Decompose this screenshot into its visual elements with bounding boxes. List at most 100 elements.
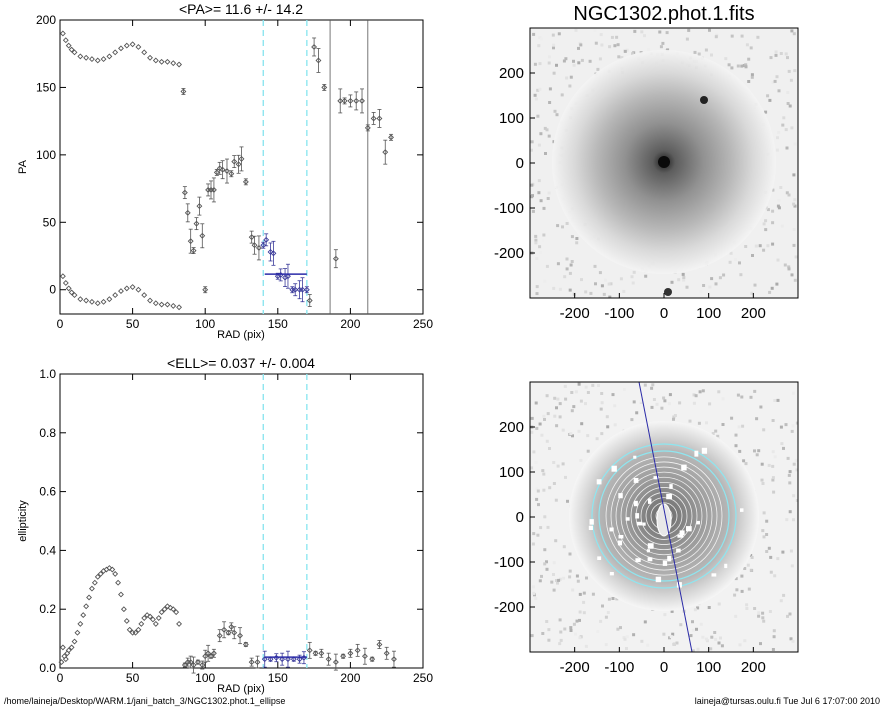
galaxy-image [530, 28, 798, 298]
data-point [152, 300, 159, 307]
data-point [86, 594, 92, 601]
data-point [112, 49, 119, 56]
data-point [176, 304, 183, 311]
data-point [254, 659, 261, 666]
data-point [311, 44, 318, 50]
data-point [59, 273, 66, 280]
data-point [190, 662, 197, 668]
data-point [65, 647, 72, 654]
data-point [170, 606, 177, 613]
data-point [303, 286, 310, 293]
data-point [315, 57, 322, 64]
ellipticity-y-axis-label: ellipticity [17, 500, 29, 542]
pa-plot-frame [59, 19, 424, 315]
data-point [170, 302, 177, 309]
data-point [65, 42, 72, 49]
data-point [199, 662, 206, 668]
data-point [318, 650, 325, 657]
data-point [341, 97, 348, 104]
data-point [299, 286, 306, 293]
pa-plot-title: <PA>= 11.6 +/- 14.2 [179, 1, 303, 17]
data-point [83, 54, 90, 61]
data-point [267, 656, 274, 663]
x-tick-label: 250 [413, 317, 433, 331]
ellipticity-plot: <ELL>= 0.037 +/- 0.004 0 50 100 150 200 250 0… [17, 355, 433, 695]
data-point [332, 659, 339, 666]
data-point [221, 626, 228, 633]
data-point [120, 606, 127, 613]
data-point [123, 42, 130, 49]
data-point [219, 166, 226, 173]
data-point [361, 653, 368, 660]
pa-y-axis: 0 50 100 150 200 [36, 13, 423, 297]
data-point [237, 632, 243, 639]
data-point [158, 301, 165, 308]
data-point [144, 612, 151, 619]
data-point [164, 301, 171, 308]
y-tick-label: 1.0 [39, 367, 56, 381]
data-point [225, 629, 232, 636]
data-point [141, 615, 148, 621]
data-point [354, 647, 361, 654]
data-point [208, 653, 214, 660]
pa-x-axis: 0 50 100 150 200 250 [57, 20, 433, 331]
x-tick-label: -200 [560, 659, 590, 676]
data-point [235, 161, 242, 168]
y-tick-label: 100 [499, 464, 524, 481]
data-point [205, 650, 212, 657]
data-point [68, 46, 75, 53]
x-tick-label: 150 [268, 671, 288, 685]
y-tick-label: 0.2 [39, 602, 56, 616]
x-tick-label: 50 [126, 317, 140, 331]
data-point [255, 244, 262, 251]
pa-y-axis-label: PA [17, 159, 29, 174]
galaxy-image-title: NGC1302.phot.1.fits [573, 3, 754, 25]
isophote-image-y-axis: 200 100 0 -100 -200 [494, 419, 535, 616]
data-point [68, 644, 75, 651]
data-point [279, 656, 286, 663]
data-point [251, 242, 258, 249]
data-point [135, 626, 142, 633]
x-tick-label: 0 [57, 317, 64, 331]
x-tick-label: 100 [696, 305, 721, 322]
x-tick-label: -100 [604, 305, 634, 322]
y-tick-label: 50 [43, 215, 57, 229]
data-point [383, 650, 390, 657]
data-point [62, 37, 69, 44]
y-tick-label: 200 [36, 13, 56, 27]
data-point [173, 609, 180, 616]
data-point [359, 97, 365, 104]
data-point [210, 186, 217, 193]
x-tick-label: 200 [741, 659, 766, 676]
x-tick-label: 200 [340, 317, 360, 331]
data-point [376, 115, 383, 122]
data-point [285, 273, 291, 280]
isophote-image-x-axis: -200 -100 0 100 200 [560, 647, 766, 676]
data-point [71, 638, 78, 645]
data-point [59, 644, 66, 651]
data-point [353, 97, 360, 104]
data-point [228, 623, 235, 630]
data-point [242, 641, 249, 648]
data-point [228, 170, 235, 177]
data-point [135, 286, 142, 293]
x-tick-label: 100 [696, 659, 721, 676]
ellipticity-y-axis: 0.0 0.2 0.4 0.6 0.8 1.0 [39, 367, 423, 675]
data-point [195, 659, 201, 666]
data-point [126, 626, 133, 633]
data-point [155, 615, 162, 621]
ellipticity-data-marks [58, 374, 397, 674]
data-point [347, 97, 354, 104]
data-point [340, 653, 347, 660]
data-point [80, 612, 87, 619]
data-point [74, 629, 81, 636]
data-point [176, 61, 183, 68]
y-tick-label: 200 [499, 65, 524, 82]
data-point [62, 280, 69, 286]
y-tick-label: 200 [499, 419, 524, 436]
data-point [89, 585, 95, 592]
data-point [77, 620, 84, 627]
data-point [376, 641, 383, 648]
data-point [190, 247, 197, 254]
